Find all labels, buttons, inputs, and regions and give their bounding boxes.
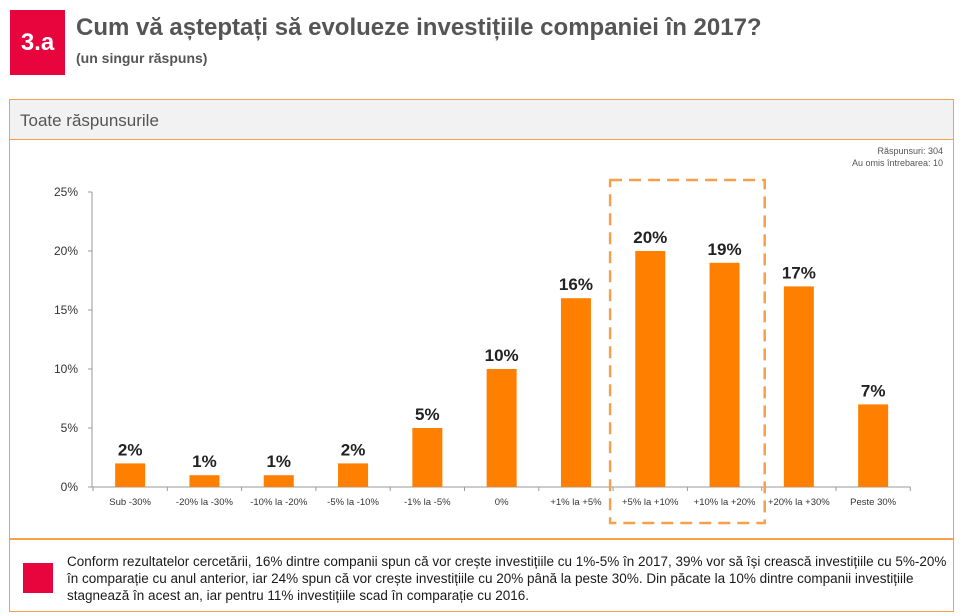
bar	[858, 404, 889, 487]
response-count: Răspunsuri: 304 Au omis întrebarea: 10	[852, 145, 943, 169]
bar	[560, 298, 591, 487]
data-label: 17%	[782, 263, 816, 282]
data-label: 10%	[485, 346, 519, 365]
data-label: 2%	[341, 440, 366, 459]
category-label: Sub -30%	[109, 497, 151, 508]
category-label: -5% la -10%	[327, 497, 379, 508]
section-badge: 3.a	[10, 10, 65, 75]
category-label: +20% la +30%	[768, 497, 830, 508]
bar	[338, 463, 369, 487]
data-label: 1%	[266, 452, 291, 471]
bar	[115, 463, 146, 487]
panel-header: Toate răspunsurile	[10, 100, 953, 140]
bar	[635, 251, 666, 487]
skipped-text: Au omis întrebarea: 10	[851, 158, 943, 168]
y-tick-label: 25%	[54, 185, 78, 199]
data-label: 1%	[192, 452, 217, 471]
panel-title: Toate răspunsurile	[20, 111, 159, 130]
bar	[263, 475, 294, 487]
category-label: +1% la +5%	[550, 497, 602, 508]
chart-panel: Toate răspunsurile Răspunsuri: 304 Au om…	[9, 99, 954, 539]
category-label: +5% la +10%	[622, 497, 679, 508]
data-label: 7%	[861, 381, 886, 400]
summary-marker	[23, 563, 53, 593]
category-label: -10% la -20%	[250, 497, 308, 508]
summary-box: Conform rezultatelor cercetării, 16% din…	[9, 539, 954, 612]
category-label: -20% la -30%	[176, 497, 234, 508]
y-tick-label: 5%	[61, 421, 79, 435]
bar	[486, 369, 517, 487]
data-label: 19%	[708, 240, 742, 259]
y-tick-label: 10%	[54, 362, 78, 376]
category-label: +10% la +20%	[694, 497, 756, 508]
y-tick-label: 15%	[54, 303, 78, 317]
bar	[783, 286, 814, 487]
page-subtitle: (un singur răspuns)	[76, 50, 208, 66]
data-label: 20%	[633, 228, 667, 247]
category-label: Peste 30%	[850, 497, 896, 508]
bar-chart: 0% 5% 10% 15% 20% 25% 2% Sub -30% 1% -20% la -30%…	[54, 178, 911, 525]
y-tick-label: 0%	[61, 480, 79, 494]
page-title: Cum vă așteptați să evolueze investițiil…	[76, 14, 762, 41]
data-label: 2%	[118, 440, 143, 459]
summary-text: Conform rezultatelor cercetării, 16% din…	[67, 554, 947, 603]
bar	[412, 428, 443, 487]
y-tick-label: 20%	[54, 244, 78, 258]
bar	[189, 475, 220, 487]
category-label: -1% la -5%	[404, 497, 451, 508]
data-label: 5%	[415, 405, 440, 424]
data-label: 16%	[559, 275, 593, 294]
highlight-box	[608, 178, 766, 525]
category-label: 0%	[495, 497, 509, 508]
responses-text: Răspunsuri: 304	[877, 146, 943, 156]
bar	[709, 262, 740, 487]
